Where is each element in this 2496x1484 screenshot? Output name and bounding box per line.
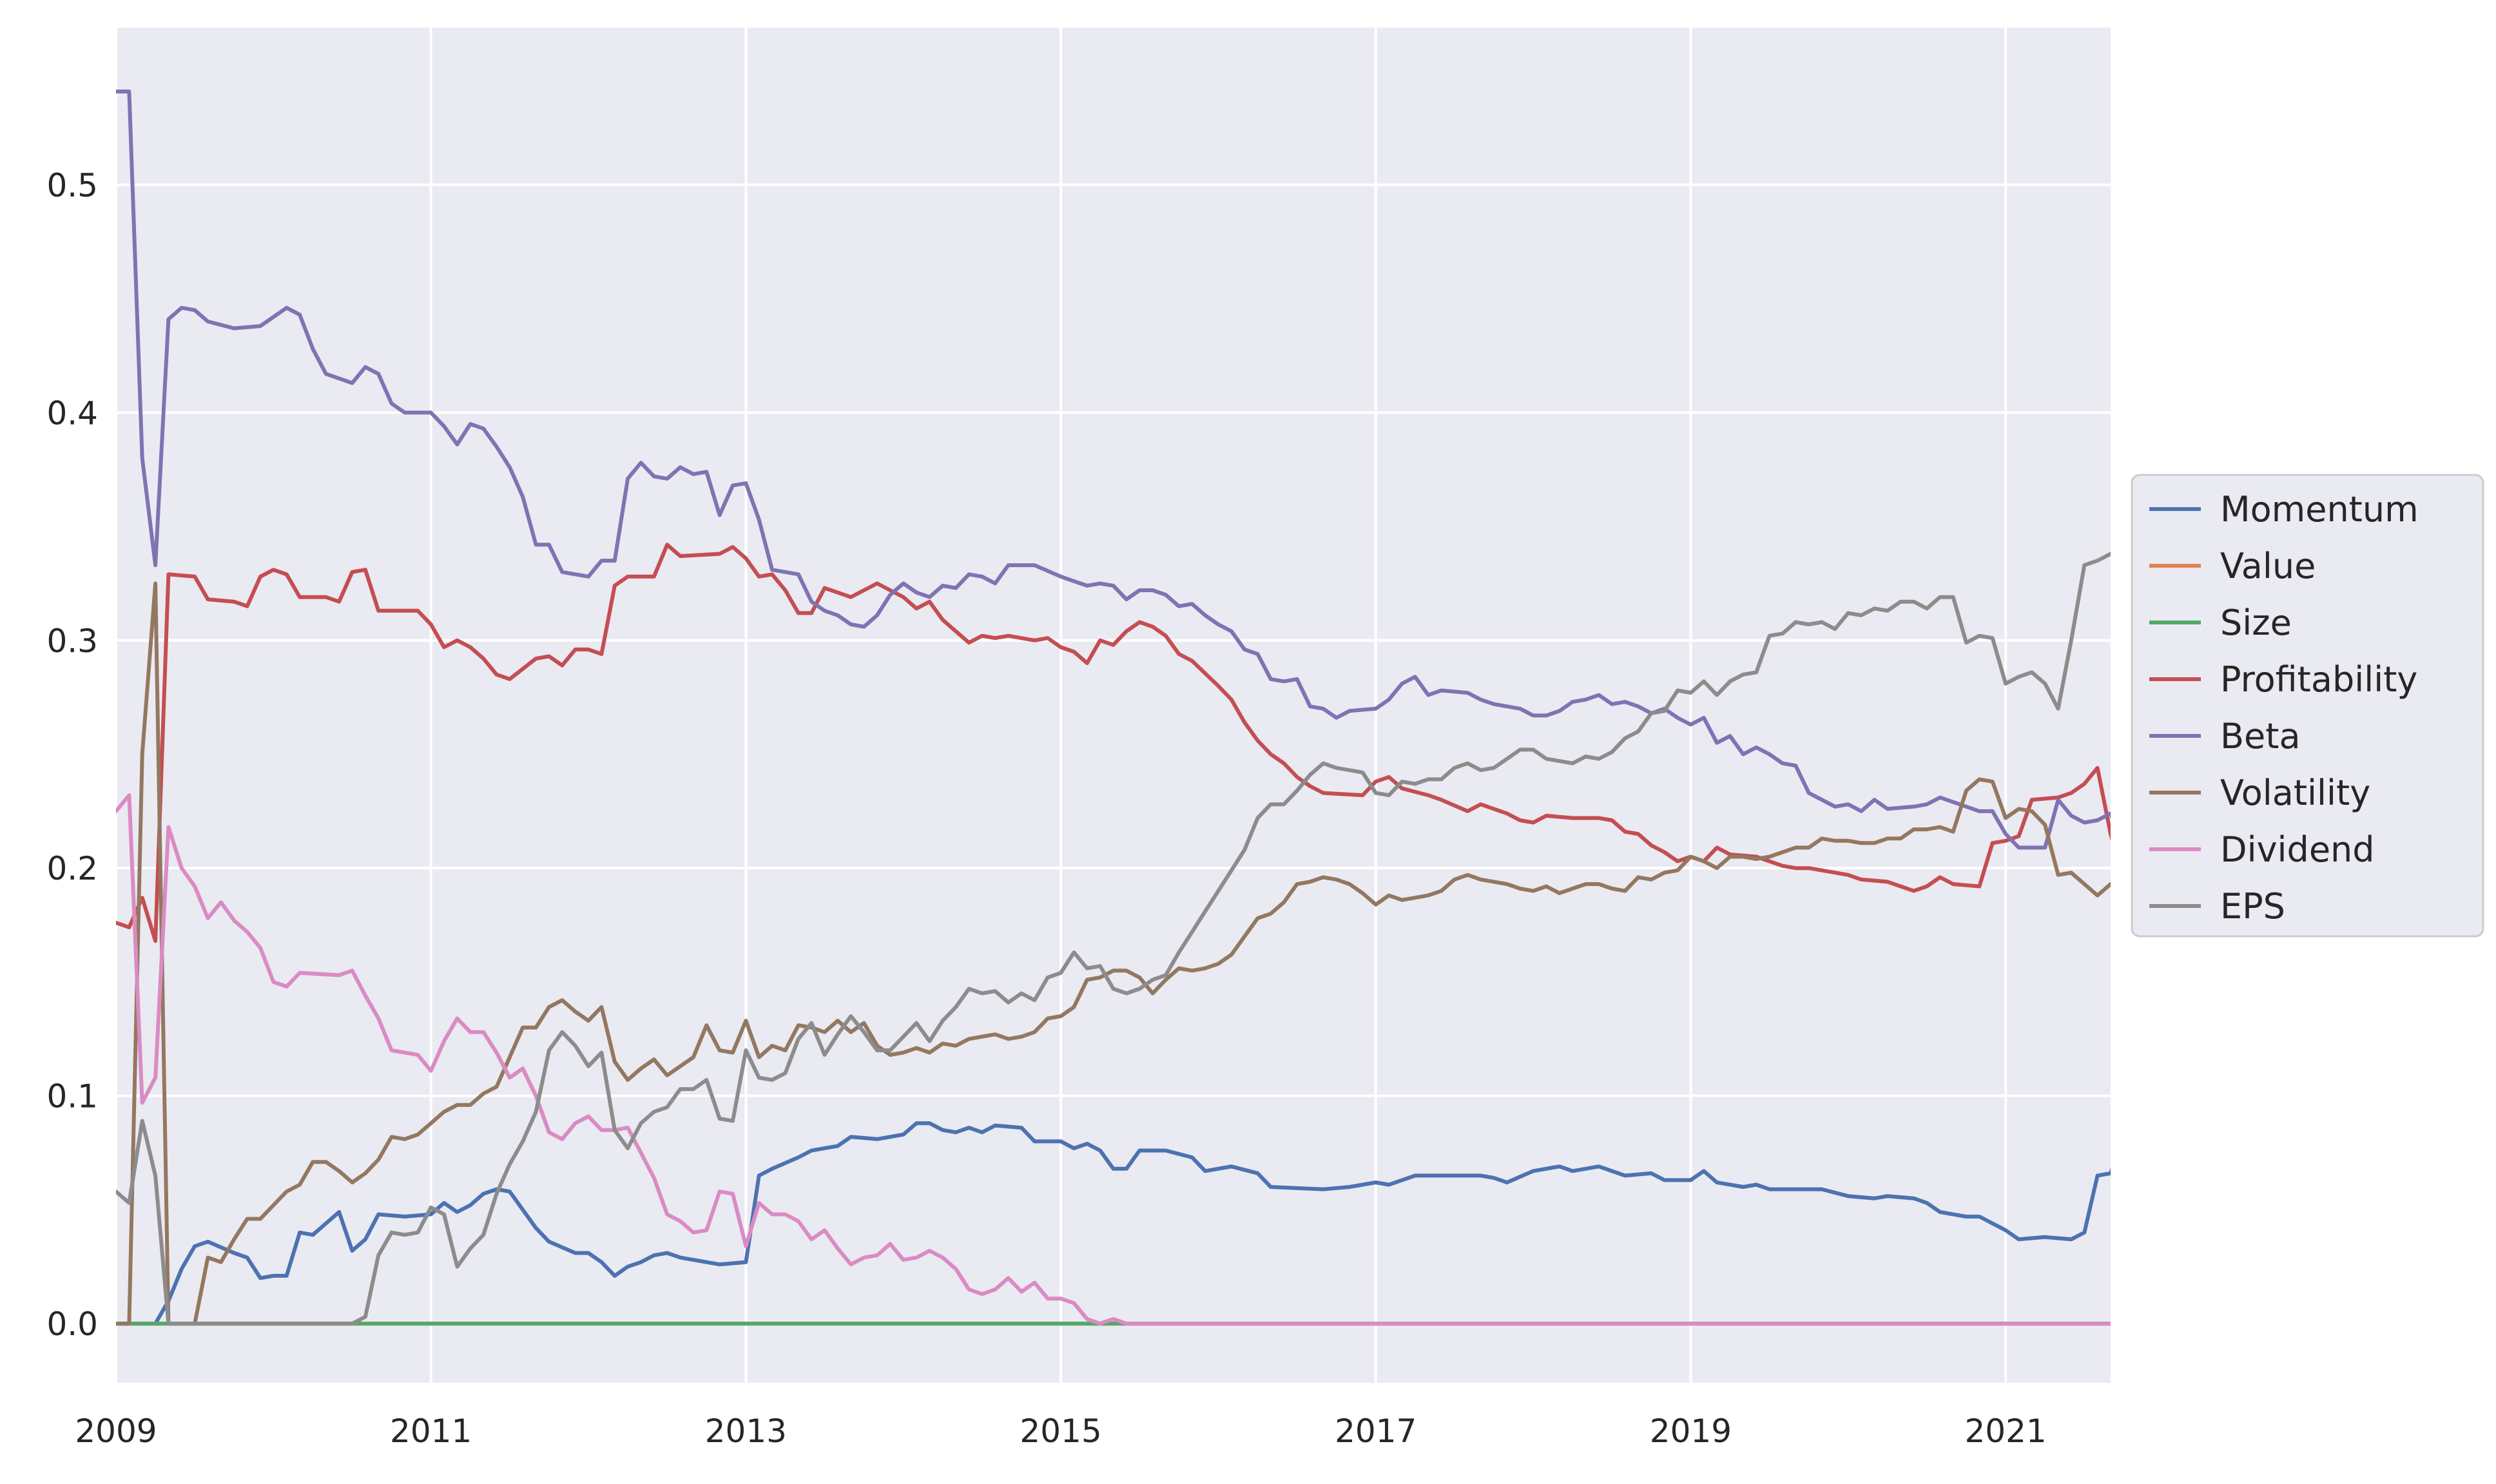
x-tick-label: 2019 [1650, 1412, 1732, 1450]
x-tick-label: 2017 [1335, 1412, 1417, 1450]
legend-label-momentum: Momentum [2220, 489, 2419, 530]
y-tick-label: 0.5 [46, 167, 98, 204]
x-tick-label: 2015 [1020, 1412, 1101, 1450]
series-line-profitability [116, 543, 2111, 943]
grid-lines [115, 28, 2111, 1383]
y-tick-label: 0.4 [46, 394, 98, 432]
x-tick-label: 2011 [390, 1412, 472, 1450]
legend-label-value: Value [2220, 546, 2316, 586]
y-tick-label: 0.0 [46, 1306, 98, 1343]
series-lines [116, 90, 2111, 1326]
legend-label-beta: Beta [2220, 716, 2301, 756]
x-tick-label: 2021 [1964, 1412, 2046, 1450]
legend-label-eps: EPS [2220, 886, 2285, 927]
plot-area [116, 28, 2111, 1383]
y-tick-label: 0.2 [46, 850, 98, 887]
y-tick-label: 0.3 [46, 622, 98, 660]
series-line-beta [116, 90, 2111, 850]
legend-label-size: Size [2220, 602, 2292, 643]
legend-label-volatility: Volatility [2220, 773, 2370, 813]
legend-box [2131, 474, 2484, 938]
x-axis-ticks: 2009 2011 2013 2015 2017 2019 2021 [75, 1412, 2046, 1450]
series-line-dividend [116, 793, 2111, 1326]
y-tick-label: 0.1 [46, 1078, 98, 1115]
y-axis-ticks: 0.0 0.1 0.2 0.3 0.4 0.5 [46, 167, 98, 1343]
series-line-eps [116, 552, 2111, 1326]
legend: Momentum Value Size Profitability Beta Volati… [2131, 474, 2484, 938]
legend-label-dividend: Dividend [2220, 829, 2375, 870]
series-line-volatility [116, 581, 2111, 1326]
x-tick-label: 2013 [705, 1412, 787, 1450]
legend-label-profitability: Profitability [2220, 659, 2417, 700]
x-tick-label: 2009 [75, 1412, 157, 1450]
